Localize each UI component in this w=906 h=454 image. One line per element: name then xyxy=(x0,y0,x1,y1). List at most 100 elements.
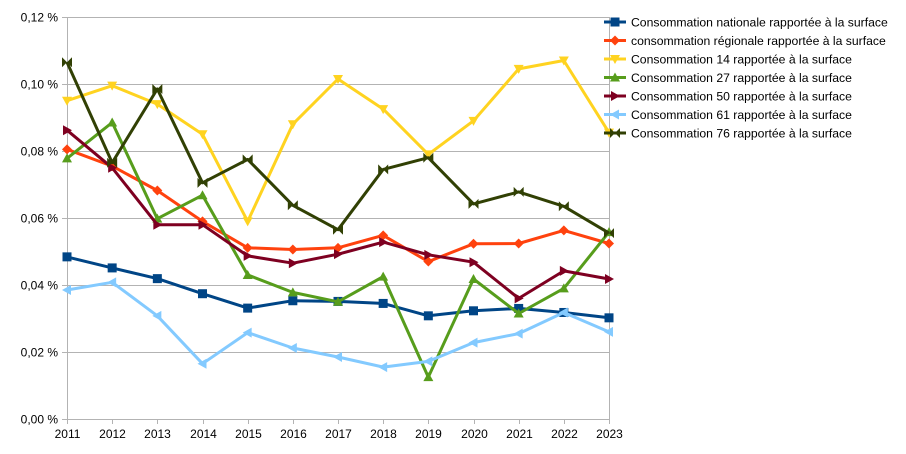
legend-marker xyxy=(610,72,620,82)
data-point xyxy=(107,117,118,127)
data-point xyxy=(197,358,207,369)
legend-item: Consommation nationale rapportée à la su… xyxy=(604,16,888,30)
data-point xyxy=(604,326,613,337)
legend-label: Consommation 27 rapportée à la surface xyxy=(631,71,852,85)
data-point xyxy=(379,237,389,248)
data-point xyxy=(558,225,569,236)
data-point xyxy=(468,198,479,209)
data-point xyxy=(378,271,389,281)
data-point xyxy=(62,144,72,155)
data-point xyxy=(333,224,343,235)
x-tick-label: 2013 xyxy=(144,427,171,441)
y-tick-label: 0,06 % xyxy=(21,212,59,226)
data-point xyxy=(107,263,117,273)
data-point xyxy=(378,230,389,241)
data-point xyxy=(559,265,569,276)
data-point xyxy=(378,164,389,175)
series-1 xyxy=(62,252,614,323)
series-3 xyxy=(62,56,614,227)
series-4 xyxy=(62,117,614,382)
data-point xyxy=(287,120,298,130)
data-point xyxy=(468,238,479,249)
data-point xyxy=(152,185,163,196)
series-2 xyxy=(62,144,614,267)
series-group xyxy=(62,56,614,382)
data-point xyxy=(423,152,434,163)
y-tick-label: 0,00 % xyxy=(21,413,59,427)
data-point xyxy=(152,100,163,110)
x-tick-label: 2012 xyxy=(99,427,126,441)
legend-label: Consommation nationale rapportée à la su… xyxy=(631,16,888,30)
data-point xyxy=(107,277,117,288)
data-point xyxy=(605,273,614,284)
data-point xyxy=(468,337,478,348)
data-point xyxy=(513,186,524,197)
data-point xyxy=(287,200,298,211)
series-6 xyxy=(62,277,613,373)
y-tick-label: 0,12 % xyxy=(21,11,59,25)
data-point xyxy=(288,296,298,306)
legend-item: Consommation 14 rapportée à la surface xyxy=(604,53,852,67)
legend-marker xyxy=(610,128,620,138)
data-point xyxy=(242,269,253,279)
x-tick-label: 2018 xyxy=(370,427,397,441)
data-point xyxy=(378,298,388,308)
data-point xyxy=(153,219,163,230)
x-tick-label: 2015 xyxy=(235,427,262,441)
x-tick-label: 2021 xyxy=(506,427,533,441)
data-point xyxy=(468,273,479,283)
data-point xyxy=(198,289,207,299)
data-point xyxy=(514,303,524,313)
x-tick-label: 2014 xyxy=(190,427,217,441)
data-point xyxy=(513,64,524,74)
data-point xyxy=(424,249,434,260)
legend-item: Consommation 50 rapportée à la surface xyxy=(604,90,852,104)
data-point xyxy=(107,157,118,168)
data-point xyxy=(107,81,118,91)
series-7 xyxy=(62,57,614,239)
series-line xyxy=(65,61,610,235)
data-point xyxy=(63,125,72,136)
data-point xyxy=(242,217,253,227)
y-tick-label: 0,04 % xyxy=(21,279,59,293)
data-point xyxy=(514,293,524,304)
data-point xyxy=(558,201,569,212)
data-point xyxy=(243,303,253,313)
legend-marker xyxy=(610,109,619,120)
x-axis: 2011 2012 2013 2014 2015 2016 2017 2018 2019 2020… xyxy=(55,419,623,441)
legend-marker xyxy=(610,17,620,27)
data-point xyxy=(423,256,434,267)
series-5 xyxy=(63,125,614,304)
data-point xyxy=(197,130,208,140)
data-point xyxy=(287,287,298,297)
x-tick-label: 2020 xyxy=(461,427,488,441)
x-tick-label: 2016 xyxy=(280,427,307,441)
data-point xyxy=(423,372,434,382)
y-axis: 0,00 % 0,02 % 0,04 % 0,06 % 0,08 % 0,10 % 0,12… xyxy=(21,11,59,427)
legend-item: Consommation 27 rapportée à la surface xyxy=(604,71,852,85)
data-point xyxy=(287,342,297,353)
data-point xyxy=(604,238,614,249)
data-point xyxy=(604,313,614,323)
data-point xyxy=(604,228,614,239)
data-point xyxy=(62,57,72,68)
data-point xyxy=(62,285,71,296)
data-point xyxy=(242,327,252,338)
data-point xyxy=(198,219,208,230)
x-tick-label: 2011 xyxy=(55,427,81,441)
data-point xyxy=(152,310,162,321)
data-point xyxy=(62,153,72,163)
y-tick-label: 0,10 % xyxy=(21,78,59,92)
data-point xyxy=(469,306,478,316)
legend-marker xyxy=(610,35,620,46)
data-point xyxy=(333,296,343,306)
data-point xyxy=(242,242,253,253)
legend: Consommation nationale rapportée à la su… xyxy=(604,16,888,141)
data-point xyxy=(62,96,72,106)
data-point xyxy=(62,252,72,262)
x-tick-label: 2019 xyxy=(415,427,442,441)
y-tick-label: 0,02 % xyxy=(21,346,59,360)
data-point xyxy=(242,154,253,165)
legend-item: Consommation 61 rapportée à la surface xyxy=(604,108,852,122)
